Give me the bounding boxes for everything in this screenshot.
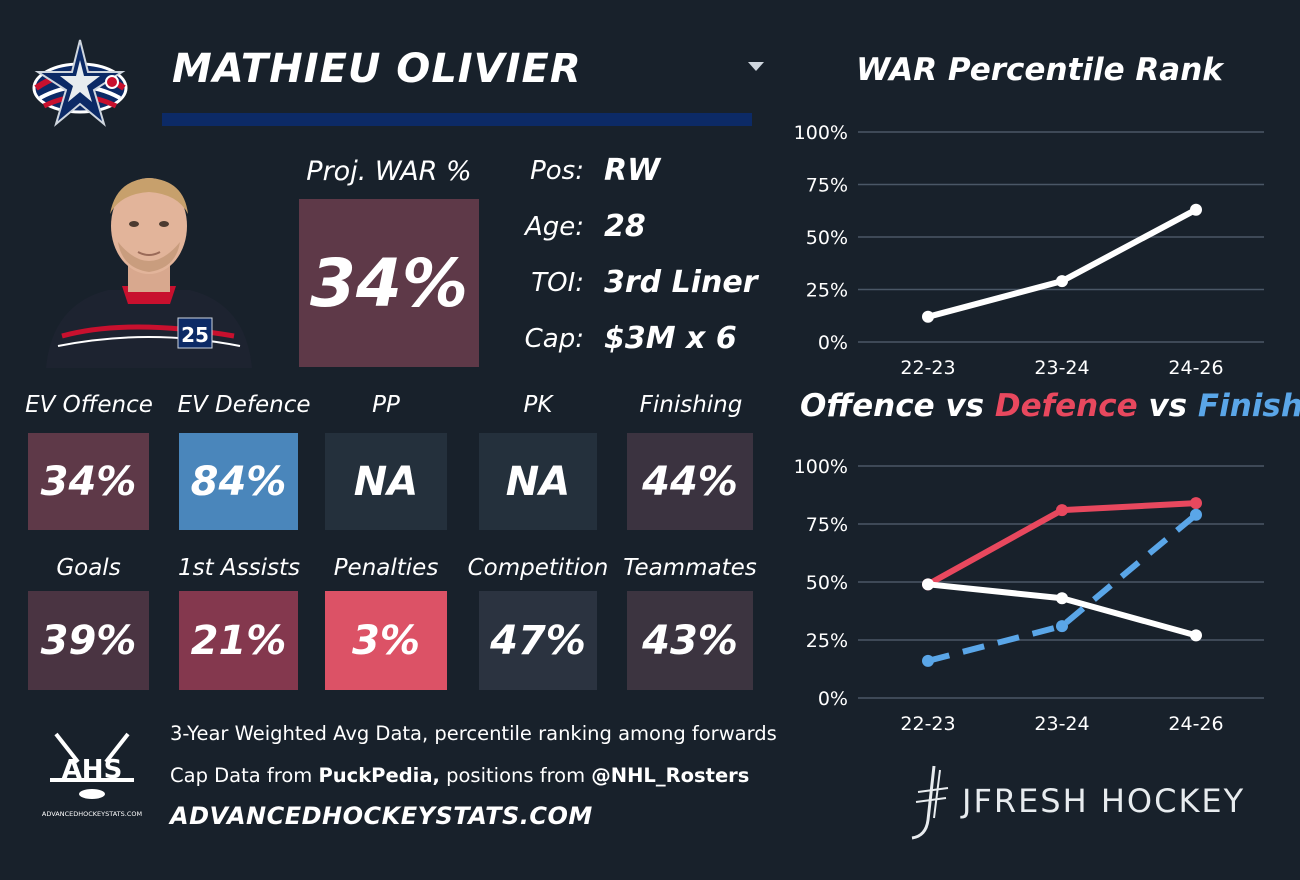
footer-line-2: Cap Data from PuckPedia, positions from … (170, 764, 749, 787)
ahs-logo-subtext: ADVANCEDHOCKEYSTATS.COM (42, 810, 142, 818)
age-value: 28 (604, 209, 646, 244)
chart1-point (922, 310, 934, 323)
title-vs-2: vs (1137, 388, 1198, 424)
stat-label-ev-defence: EV Defence (177, 392, 311, 418)
chart1-xtick-label: 24-26 (1168, 357, 1223, 379)
footer-line2-prefix: Cap Data from (170, 764, 319, 787)
chart2-point (1056, 592, 1068, 605)
ahs-logo-icon: AHS ADVANCEDHOCKEYSTATS.COM (42, 732, 142, 818)
offence-defence-finishing-chart: 0% 25% 50% 75% 100% 22-23 23-24 24-26 (794, 456, 1264, 735)
stat-box-pp: NA (325, 433, 447, 530)
stat-box-ev-offence: 34% (28, 433, 149, 530)
stat-box-competition: 47% (479, 591, 597, 690)
stat-label-1st-assists: 1st Assists (177, 555, 301, 581)
stat-label-competition: Competition (467, 555, 609, 581)
chart2-point (1190, 508, 1202, 521)
war-percentile-chart: 0% 25% 50% 75% 100% 22-23 23-24 24-26 (794, 122, 1264, 379)
chart1-ytick-label: 100% (794, 122, 848, 144)
player-name: MATHIEU OLIVIER (172, 46, 582, 92)
footer-line-1: 3-Year Weighted Avg Data, percentile ran… (170, 722, 777, 745)
chart2-point (922, 578, 934, 591)
player-headshot: 25 (38, 168, 260, 368)
stat-label-ev-offence: EV Offence (25, 392, 153, 418)
chart2-point (1056, 504, 1068, 517)
title-defence: Defence (994, 388, 1138, 424)
stat-label-goals: Goals (56, 555, 121, 581)
chart2-title: Offence vs Defence vs Finishing (800, 388, 1300, 424)
stat-box-penalties: 3% (325, 591, 447, 690)
pos-label: Pos: (530, 156, 584, 186)
chart2-point (1190, 629, 1202, 642)
stat-box-1st-assists: 21% (179, 591, 298, 690)
site-link[interactable]: ADVANCEDHOCKEYSTATS.COM (170, 802, 593, 830)
chart2-ytick-label: 75% (806, 514, 848, 536)
pos-value: RW (604, 153, 661, 188)
chart2-xtick-label: 24-26 (1168, 713, 1223, 735)
chart2-point (922, 654, 934, 667)
chart2-xtick-label: 22-23 (900, 713, 955, 735)
stat-box-finishing: 44% (627, 433, 753, 530)
footer-line2-mid: positions from (439, 764, 592, 787)
jersey-number: 25 (181, 323, 209, 347)
chart1-title: WAR Percentile Rank (856, 52, 1223, 88)
title-finishing: Finishing (1197, 388, 1300, 424)
proj-war-value: 34% (299, 199, 479, 367)
stat-label-penalties: Penalties (333, 555, 439, 581)
chevron-down-icon[interactable] (748, 62, 764, 71)
team-logo-icon (32, 39, 128, 127)
name-underline-bar (162, 113, 752, 126)
stat-box-ev-defence: 84% (179, 433, 298, 530)
chart1-ytick-label: 25% (806, 280, 848, 302)
age-label: Age: (524, 212, 584, 242)
stat-box-teammates: 43% (627, 591, 753, 690)
chart2-ytick-label: 25% (806, 630, 848, 652)
chart1-ytick-label: 50% (806, 227, 848, 249)
stat-box-pk: NA (479, 433, 597, 530)
chart1-ytick-label: 0% (818, 332, 848, 354)
toi-value: 3rd Liner (604, 265, 758, 300)
chart1-point (1190, 203, 1202, 216)
stat-label-pp: PP (372, 392, 400, 418)
chart2-point (1056, 620, 1068, 633)
cap-label: Cap: (524, 324, 584, 354)
stat-label-finishing: Finishing (639, 392, 743, 418)
stat-label-teammates: Teammates (623, 555, 757, 581)
toi-label: TOI: (531, 268, 584, 298)
chart1-series-line-0 (925, 206, 1199, 320)
brand-name: JFRESH HOCKEY (962, 782, 1246, 820)
chart2-xtick-label: 23-24 (1034, 713, 1089, 735)
chart2-point (1190, 497, 1202, 510)
stat-label-pk: PK (523, 392, 553, 418)
proj-war-label: Proj. WAR % (306, 156, 472, 187)
title-offence: Offence (800, 388, 935, 424)
puckpedia-link[interactable]: PuckPedia, (318, 764, 440, 787)
chart1-xtick-label: 23-24 (1034, 357, 1089, 379)
title-vs-1: vs (934, 388, 995, 424)
cap-value: $3M x 6 (604, 321, 737, 356)
chart1-point (1056, 275, 1068, 288)
chart2-series-line-2 (927, 512, 1198, 664)
chart2-ytick-label: 0% (818, 688, 848, 710)
chart1-xtick-label: 22-23 (900, 357, 955, 379)
chart2-ytick-label: 50% (806, 572, 848, 594)
chart2-ytick-label: 100% (794, 456, 848, 478)
jfresh-logo-icon (911, 765, 949, 840)
nhl-rosters-link[interactable]: @NHL_Rosters (591, 764, 750, 787)
stat-box-goals: 39% (28, 591, 149, 690)
chart1-ytick-label: 75% (806, 175, 848, 197)
